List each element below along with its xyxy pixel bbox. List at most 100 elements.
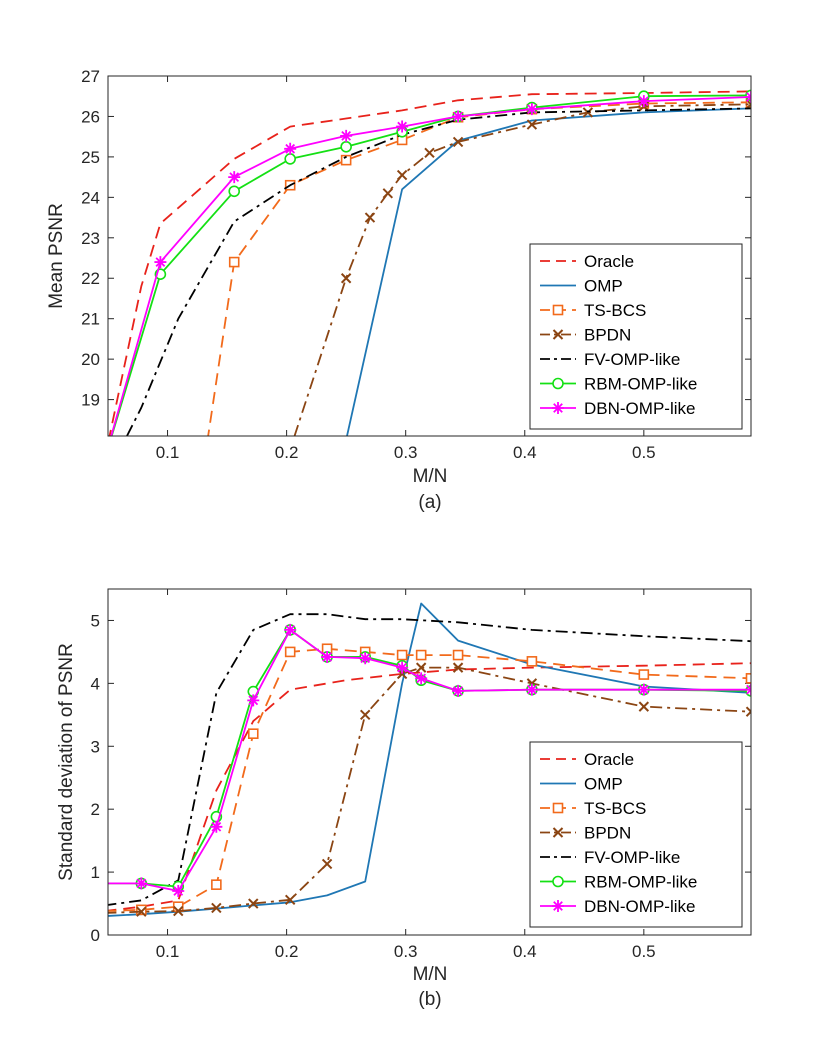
data-point-dbn-omp-like: [154, 256, 167, 269]
series-oracle: [108, 90, 751, 436]
series-bpdn: [108, 662, 751, 917]
data-point-ts-bcs: [340, 154, 352, 166]
series-omp: [346, 107, 751, 436]
data-point-ts-bcs: [452, 649, 464, 661]
data-point-bpdn: [359, 709, 371, 721]
data-point-bpdn: [396, 169, 408, 181]
data-point-bpdn: [321, 858, 333, 870]
x-axis-a: 0.1 0.2 0.3 0.4 0.5: [156, 76, 656, 462]
legend-label: FV-OMP-like: [584, 350, 680, 369]
series-line-fv-omp-like: [108, 613, 751, 906]
legend-a: Oracle OMP TS-BCS BPDN FV-OMP-like RBM-OMP-li…: [529, 243, 743, 430]
x-tick-label: 0.3: [394, 443, 418, 462]
legend-b: Oracle OMP TS-BCS BPDN FV-OMP-like RBM-OMP-li…: [529, 741, 743, 928]
data-point-dbn-omp-like: [284, 142, 297, 155]
y-tick-label: 3: [91, 737, 100, 756]
data-point-bpdn: [382, 188, 394, 199]
axes-frame-a: [107, 75, 752, 437]
series-line-omp: [346, 107, 751, 436]
legend-item-omp: OMP: [540, 277, 623, 296]
x-tick-label: 0.4: [513, 443, 537, 462]
data-point-dbn-omp-like: [340, 129, 353, 142]
series-line-oracle: [108, 90, 751, 436]
x-tick-label: 0.3: [394, 942, 418, 961]
y-tick-label: 22: [81, 269, 100, 288]
data-point-dbn-omp-like: [637, 683, 650, 696]
data-point-bpdn: [248, 898, 259, 909]
legend-label: TS-BCS: [584, 301, 646, 320]
data-point-dbn-omp-like: [247, 694, 260, 707]
legend-marker: [552, 304, 564, 316]
legend-item-oracle: Oracle: [540, 252, 634, 271]
x-axis-b: 0.1 0.2 0.3 0.4 0.5: [156, 589, 656, 961]
x-tick-label: 0.1: [156, 443, 180, 462]
data-point-bpdn: [211, 902, 222, 914]
legend-label: TS-BCS: [584, 799, 646, 818]
y-tick-label: 0: [91, 926, 100, 945]
data-point-dbn-omp-like: [396, 661, 409, 674]
data-point-bpdn: [582, 107, 594, 118]
y-tick-label: 5: [91, 611, 100, 630]
legend-item-oracle: Oracle: [540, 750, 634, 769]
data-point-bpdn: [452, 136, 464, 148]
data-point-ts-bcs: [396, 649, 408, 661]
data-point-rbm-omp-like: [228, 185, 241, 198]
data-point-bpdn: [136, 906, 147, 917]
data-point-dbn-omp-like: [284, 623, 297, 636]
series-group-a: [108, 89, 751, 436]
y-axis-label-b: Standard deviation of PSNR: [56, 643, 77, 881]
y-tick-label: 26: [81, 107, 100, 126]
x-axis-label-a: M/N: [413, 466, 448, 487]
caption-a: (a): [418, 492, 441, 513]
data-point-bpdn: [745, 706, 751, 717]
legend-item-bpdn: BPDN: [540, 824, 631, 843]
legend-item-ts-bcs: TS-BCS: [540, 799, 646, 818]
legend-box-a: [529, 243, 743, 430]
data-point-bpdn: [745, 99, 751, 110]
y-axis-label-a: Mean PSNR: [46, 203, 67, 309]
data-point-ts-bcs: [638, 669, 650, 680]
legend-marker: [552, 377, 564, 390]
data-point-dbn-omp-like: [210, 820, 223, 833]
legend-marker: [552, 329, 564, 340]
legend-item-fv-omp-like: FV-OMP-like: [540, 350, 680, 369]
legend-marker: [552, 402, 564, 414]
legend-item-rbm-omp-like: RBM-OMP-like: [540, 375, 697, 394]
series-ts-bcs: [108, 643, 751, 916]
x-tick-label: 0.5: [632, 942, 656, 961]
series-line-ts-bcs: [108, 647, 751, 912]
legend-label: RBM-OMP-like: [584, 873, 697, 892]
legend-marker: [552, 802, 564, 814]
data-point-bpdn: [526, 119, 538, 130]
x-tick-label: 0.4: [513, 942, 537, 961]
legend-marker: [552, 827, 564, 838]
legend-marker: [552, 900, 564, 912]
x-tick-label: 0.1: [156, 942, 180, 961]
series-group-b: [108, 602, 751, 917]
legend-label: DBN-OMP-like: [584, 399, 695, 418]
y-tick-label: 25: [81, 148, 100, 167]
data-point-bpdn: [638, 701, 650, 712]
legend-label: BPDN: [584, 824, 631, 843]
data-point-ts-bcs: [745, 673, 751, 684]
data-point-ts-bcs: [284, 646, 296, 658]
y-tick-label: 1: [91, 863, 100, 882]
legend-item-omp: OMP: [540, 775, 623, 794]
legend-item-dbn-omp-like: DBN-OMP-like: [540, 399, 695, 418]
data-point-dbn-omp-like: [135, 877, 148, 890]
y-tick-label: 2: [91, 800, 100, 819]
data-point-ts-bcs: [136, 904, 147, 916]
series-dbn-omp-like: [110, 91, 751, 436]
caption-b: (b): [418, 989, 441, 1010]
series-line-dbn-omp-like: [110, 96, 751, 436]
x-tick-label: 0.2: [275, 942, 299, 961]
data-point-dbn-omp-like: [525, 683, 538, 696]
x-axis-label-b: M/N: [413, 964, 448, 985]
legend-marker: [552, 875, 564, 888]
series-line-fv-omp-like: [125, 107, 751, 436]
data-point-dbn-omp-like: [452, 684, 465, 697]
y-tick-label: 24: [81, 188, 100, 207]
data-point-bpdn: [173, 905, 184, 917]
data-point-bpdn: [284, 894, 296, 905]
